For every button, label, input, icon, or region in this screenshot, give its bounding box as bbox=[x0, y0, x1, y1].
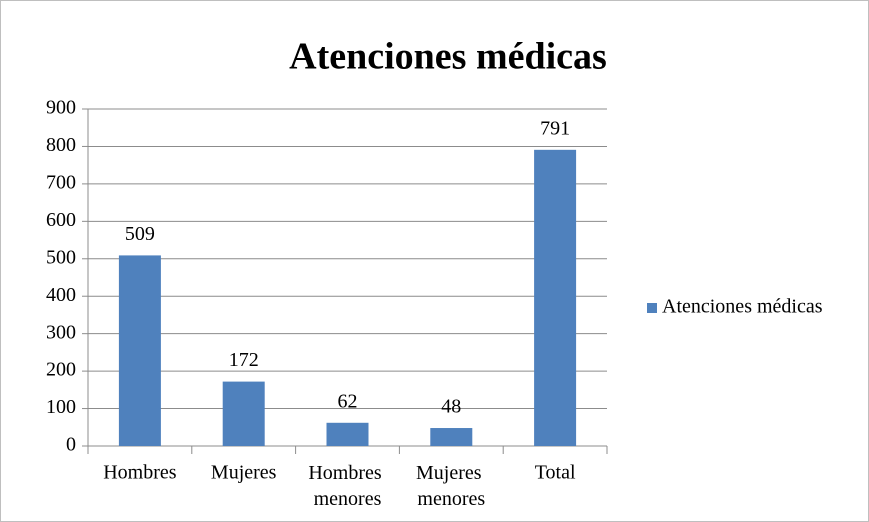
y-tick-label: 700 bbox=[46, 171, 76, 193]
bar bbox=[326, 422, 369, 446]
y-tick-label: 800 bbox=[46, 134, 76, 156]
y-tick-label: 300 bbox=[46, 321, 76, 343]
data-label: 172 bbox=[229, 349, 259, 371]
legend-label: Atenciones médicas bbox=[662, 296, 823, 318]
data-label: 791 bbox=[540, 117, 570, 139]
bar bbox=[118, 255, 161, 446]
x-tick-label: Hombres menores bbox=[308, 462, 386, 510]
y-tick-label: 900 bbox=[46, 97, 76, 119]
legend-swatch bbox=[647, 303, 657, 313]
y-tick-label: 100 bbox=[46, 396, 76, 418]
y-tick-label: 400 bbox=[46, 284, 76, 306]
y-tick-label: 600 bbox=[46, 209, 76, 231]
x-tick-label: Mujeres menores bbox=[416, 462, 487, 510]
chart-title: Atenciones médicas bbox=[289, 36, 607, 78]
x-tick-label: Total bbox=[535, 462, 576, 484]
data-label: 48 bbox=[441, 396, 461, 418]
y-tick-label: 200 bbox=[46, 359, 76, 381]
y-tick-label: 0 bbox=[66, 434, 76, 456]
bar bbox=[430, 428, 473, 446]
bar bbox=[534, 149, 577, 446]
data-label: 62 bbox=[338, 390, 358, 412]
data-label: 509 bbox=[125, 223, 155, 245]
y-tick-label: 500 bbox=[46, 246, 76, 268]
bar bbox=[222, 381, 265, 446]
x-tick-label: Hombres bbox=[103, 462, 177, 484]
x-tick-label: Mujeres bbox=[211, 462, 277, 484]
